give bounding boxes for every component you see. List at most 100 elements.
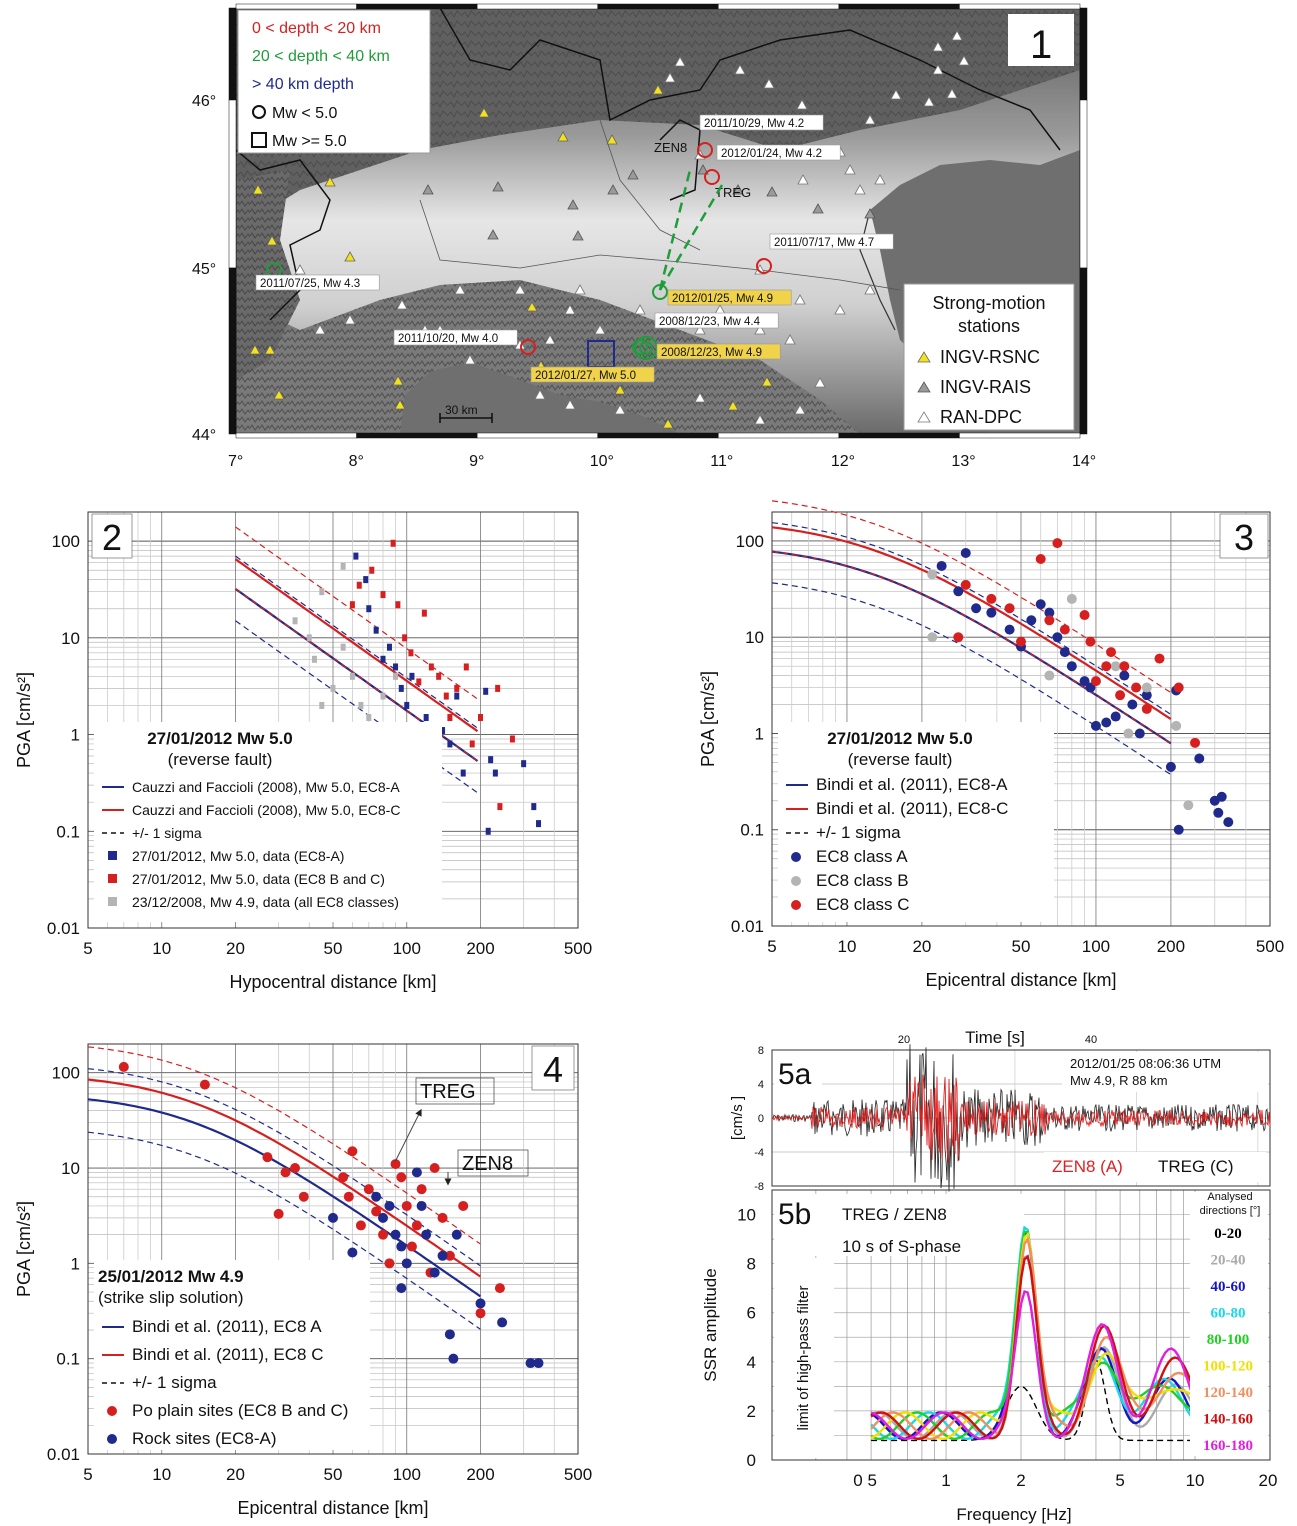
- legend-box: [778, 722, 1054, 922]
- data-point: [447, 714, 453, 722]
- direction-label: 60-80: [1211, 1306, 1246, 1322]
- data-point: [1127, 699, 1138, 710]
- data-point: [380, 655, 386, 663]
- y-tick-label: 0: [747, 1451, 756, 1470]
- y-tick-label: 2: [747, 1402, 756, 1421]
- legend-event-title: 27/01/2012 Mw 5.0: [827, 729, 973, 748]
- data-point: [1079, 676, 1090, 687]
- filter-label: limit of high-pass filter: [795, 1285, 812, 1430]
- legend-depth-shallow: 0 < depth < 20 km: [252, 20, 381, 37]
- direction-label: 160-180: [1203, 1438, 1253, 1454]
- x-tick-label: 50: [1012, 937, 1031, 956]
- data-point: [492, 769, 498, 777]
- data-point: [1004, 603, 1015, 614]
- legend-item-label: 23/12/2008, Mw 4.9, data (all EC8 classe…: [132, 894, 399, 910]
- x-tick-label: 20: [226, 1465, 245, 1484]
- station-legend-title-2: stations: [958, 316, 1020, 336]
- station-ingv-rais: [422, 184, 434, 195]
- legend-mechanism: (reverse fault): [848, 750, 953, 769]
- pga-plot-hypocentral: 5 10 20 50 100 200 500 100 10 1 0.1 0.01 Hypocentral…: [14, 511, 592, 992]
- station-legend-rais: INGV-RAIS: [940, 377, 1031, 397]
- data-point: [1066, 661, 1077, 672]
- legend-item-label: EC8 class C: [816, 895, 910, 914]
- sigma-curve: [771, 551, 1172, 744]
- panel-number-box: [531, 1045, 575, 1091]
- data-point: [443, 692, 449, 700]
- station-ran-dpc: [958, 55, 970, 66]
- data-point: [411, 1167, 422, 1178]
- y-tick-label: 0.1: [740, 821, 764, 840]
- data-point: [1213, 807, 1224, 818]
- data-point: [319, 588, 325, 596]
- model-curve-ec8c: [771, 526, 1172, 720]
- map-panel: 7° 8° 9° 10° 11° 12° 13° 14° 46° 45° 44° 0 < dept…: [192, 3, 1096, 470]
- ssr-curve: [870, 1236, 1195, 1441]
- y-tick-label: 4: [758, 1079, 764, 1091]
- title-box: [774, 1194, 1024, 1256]
- data-point: [390, 539, 396, 547]
- station-ingv-rsnc: [526, 301, 538, 312]
- station-ran-dpc: [932, 41, 944, 52]
- event-label-box: [255, 274, 380, 291]
- legend-dot-swatch: [791, 900, 801, 910]
- data-point: [986, 593, 997, 604]
- x-tick-label: 100: [1082, 937, 1110, 956]
- x-tick-label: 10: [837, 937, 856, 956]
- station-ran-dpc: [344, 314, 356, 325]
- legend-box: [94, 1260, 370, 1450]
- frame-bar-top: [235, 3, 357, 10]
- legend-dot-swatch: [107, 1406, 117, 1416]
- station-legend-ran: RAN-DPC: [940, 407, 1022, 427]
- data-point: [531, 803, 537, 811]
- legend-dot-swatch: [791, 852, 801, 862]
- event-label-box: [699, 114, 824, 131]
- scale-bar: [439, 413, 493, 423]
- frame-bar-top: [356, 3, 478, 10]
- station-markers: [249, 30, 970, 429]
- data-point: [384, 1200, 395, 1211]
- data-point: [355, 1220, 366, 1231]
- y-tick-label: 0.01: [47, 1445, 80, 1464]
- station-ran-dpc: [932, 64, 944, 75]
- data-point: [402, 634, 408, 642]
- data-point: [953, 586, 964, 597]
- x-tick-label: 50: [324, 1465, 343, 1484]
- data-point: [349, 672, 355, 680]
- latitude-tick-label: 46°: [192, 93, 216, 110]
- data-point: [1123, 728, 1134, 739]
- grey-triangle-icon: [917, 381, 931, 393]
- frame-bar-top: [597, 3, 719, 10]
- direction-label: 40-60: [1211, 1279, 1246, 1295]
- station-ran-dpc: [734, 64, 746, 75]
- data-point: [429, 1267, 440, 1278]
- data-point: [386, 643, 392, 651]
- station-ran-dpc: [951, 30, 963, 41]
- y-tick-label: 1: [755, 724, 764, 743]
- data-point: [343, 1191, 354, 1202]
- annotation-zen8: ZEN8: [462, 1153, 513, 1175]
- time-axis-title: Time [s]: [965, 1028, 1025, 1047]
- station-ran-dpc: [564, 304, 576, 315]
- data-point: [986, 607, 997, 618]
- data-point: [330, 684, 336, 692]
- data-point: [1090, 720, 1101, 731]
- y-axis-title: SSR amplitude: [701, 1268, 720, 1381]
- y-tick-label: 0: [758, 1113, 764, 1125]
- trace-legend-box: [1044, 1152, 1266, 1182]
- station-ran-dpc: [814, 377, 826, 388]
- legend-item-label: Bindi et al. (2011), EC8-C: [816, 799, 1008, 818]
- data-point: [409, 672, 415, 680]
- data-point: [371, 1206, 382, 1217]
- data-point: [416, 1200, 427, 1211]
- data-point: [1141, 690, 1152, 701]
- frame-bar-bottom: [718, 432, 840, 439]
- station-ran-dpc: [754, 414, 766, 425]
- event-label-box: [769, 233, 894, 250]
- data-point: [1044, 607, 1055, 618]
- alps-texture: [236, 8, 1080, 230]
- station-zen8-label: ZEN8: [654, 140, 687, 155]
- legend-event-title: 25/01/2012 Mw 4.9: [98, 1267, 244, 1286]
- longitude-tick-label: 13°: [951, 453, 975, 470]
- frame-bar-top: [959, 3, 1081, 10]
